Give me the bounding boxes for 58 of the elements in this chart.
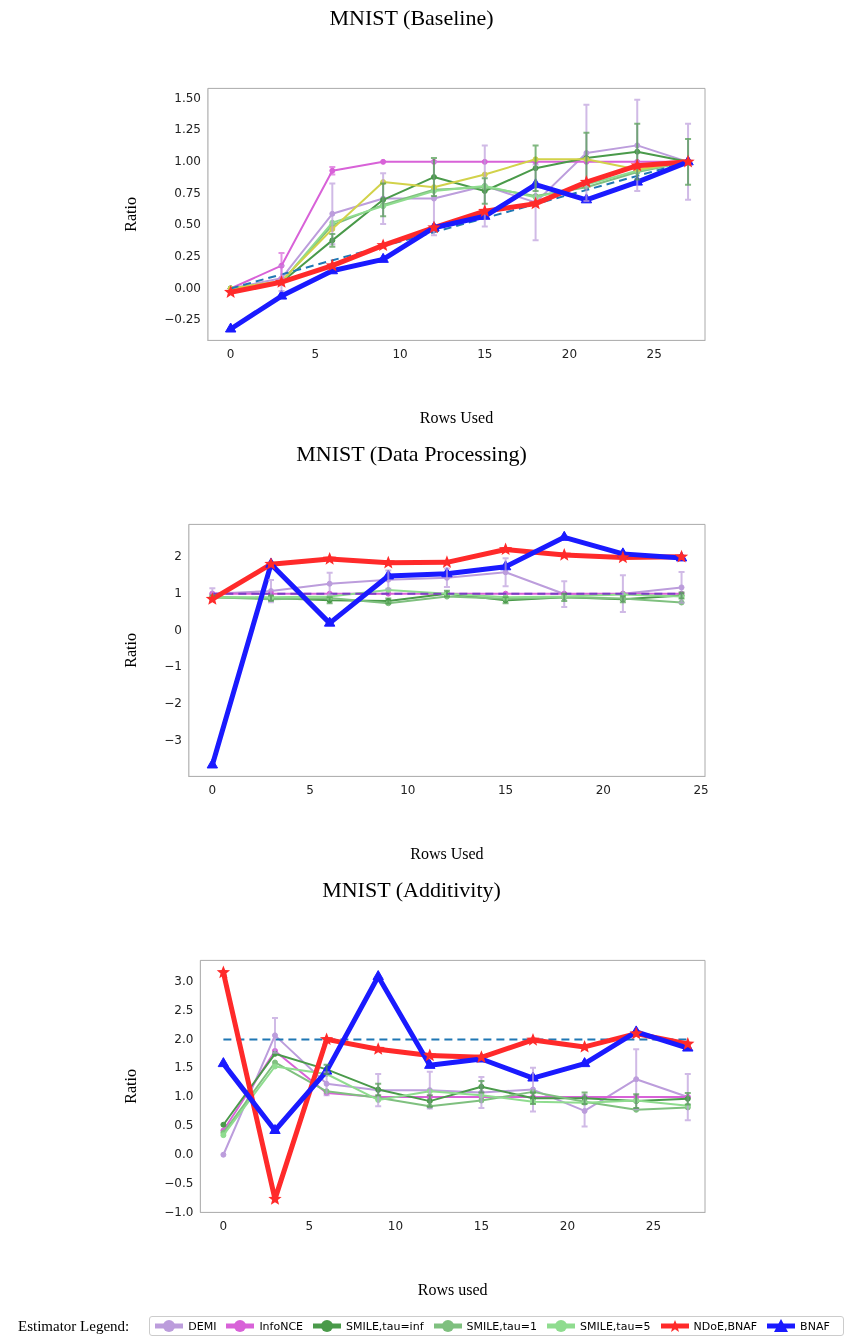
x-tick-label: 15 [473, 1218, 490, 1233]
y-tick-label: 1.50 [174, 90, 201, 105]
legend-label: SMILE,tau=inf [346, 1319, 424, 1333]
y-tick-label: 0.25 [174, 248, 201, 263]
y-tick-label: 1 [174, 585, 182, 600]
x-tick-label: 5 [306, 782, 314, 797]
x-tick-label: 10 [400, 782, 416, 797]
y-tick-label: 2.5 [174, 1002, 194, 1017]
y-tick-label: −2 [164, 696, 182, 711]
y-tick-label: 0.00 [174, 280, 201, 295]
x-tick-label: 0 [226, 346, 235, 361]
x-tick-label: 5 [311, 346, 320, 361]
y-tick-label: 1.5 [174, 1060, 194, 1075]
y-tick-label: 0.5 [174, 1118, 194, 1133]
x-axis-title: Rows Used [419, 408, 494, 426]
chart-title: MNIST (Additivity) [322, 876, 501, 902]
legend-label: DEMI [188, 1319, 217, 1333]
legend-label: InfoNCE [259, 1319, 304, 1333]
x-tick-label: 25 [645, 1218, 662, 1233]
x-tick-label: 15 [477, 346, 493, 361]
x-tick-label: 0 [219, 1218, 228, 1233]
y-tick-label: 0 [174, 622, 182, 637]
y-tick-label: −0.5 [164, 1175, 194, 1190]
chart-title: MNIST (Baseline) [329, 4, 494, 30]
chart-title: MNIST (Data Processing) [296, 440, 527, 466]
y-axis-title: Ratio [121, 197, 139, 232]
x-tick-label: 0 [208, 782, 217, 797]
x-tick-label: 10 [387, 1218, 404, 1233]
x-tick-label: 10 [392, 346, 408, 361]
x-axis-title: Rows used [417, 1280, 488, 1298]
y-axis-title: Ratio [121, 633, 139, 668]
y-tick-label: −3 [164, 733, 182, 748]
y-tick-label: 1.00 [174, 153, 201, 168]
x-tick-label: 15 [497, 782, 514, 797]
x-tick-label: 20 [561, 346, 578, 361]
legend-label: SMILE,tau=1 [466, 1319, 538, 1333]
legend-label: SMILE,tau=5 [580, 1319, 651, 1333]
legend-label: NDoE,BNAF [693, 1319, 758, 1333]
y-tick-label: 1.0 [174, 1089, 194, 1104]
x-tick-label: 20 [559, 1218, 576, 1233]
legend-title: Estimator Legend: [18, 1317, 130, 1335]
y-tick-label: −1.0 [164, 1204, 194, 1219]
x-tick-label: 25 [646, 346, 662, 361]
y-tick-label: 0.0 [174, 1146, 194, 1161]
y-tick-label: 0.50 [174, 217, 201, 232]
y-tick-label: 2.0 [174, 1031, 194, 1046]
y-tick-label: 0.75 [174, 185, 201, 200]
y-tick-label: 2 [174, 548, 182, 563]
y-tick-label: −1 [164, 659, 182, 674]
legend-label: BNAF [800, 1319, 830, 1333]
y-axis-title: Ratio [121, 1069, 139, 1104]
x-tick-label: 25 [693, 782, 709, 797]
y-tick-label: 3.0 [174, 973, 194, 988]
x-tick-label: 20 [595, 782, 611, 797]
x-tick-label: 5 [305, 1218, 314, 1233]
x-axis-title: Rows Used [410, 844, 484, 862]
y-tick-label: −0.25 [164, 312, 201, 327]
y-tick-label: 1.25 [174, 122, 201, 137]
